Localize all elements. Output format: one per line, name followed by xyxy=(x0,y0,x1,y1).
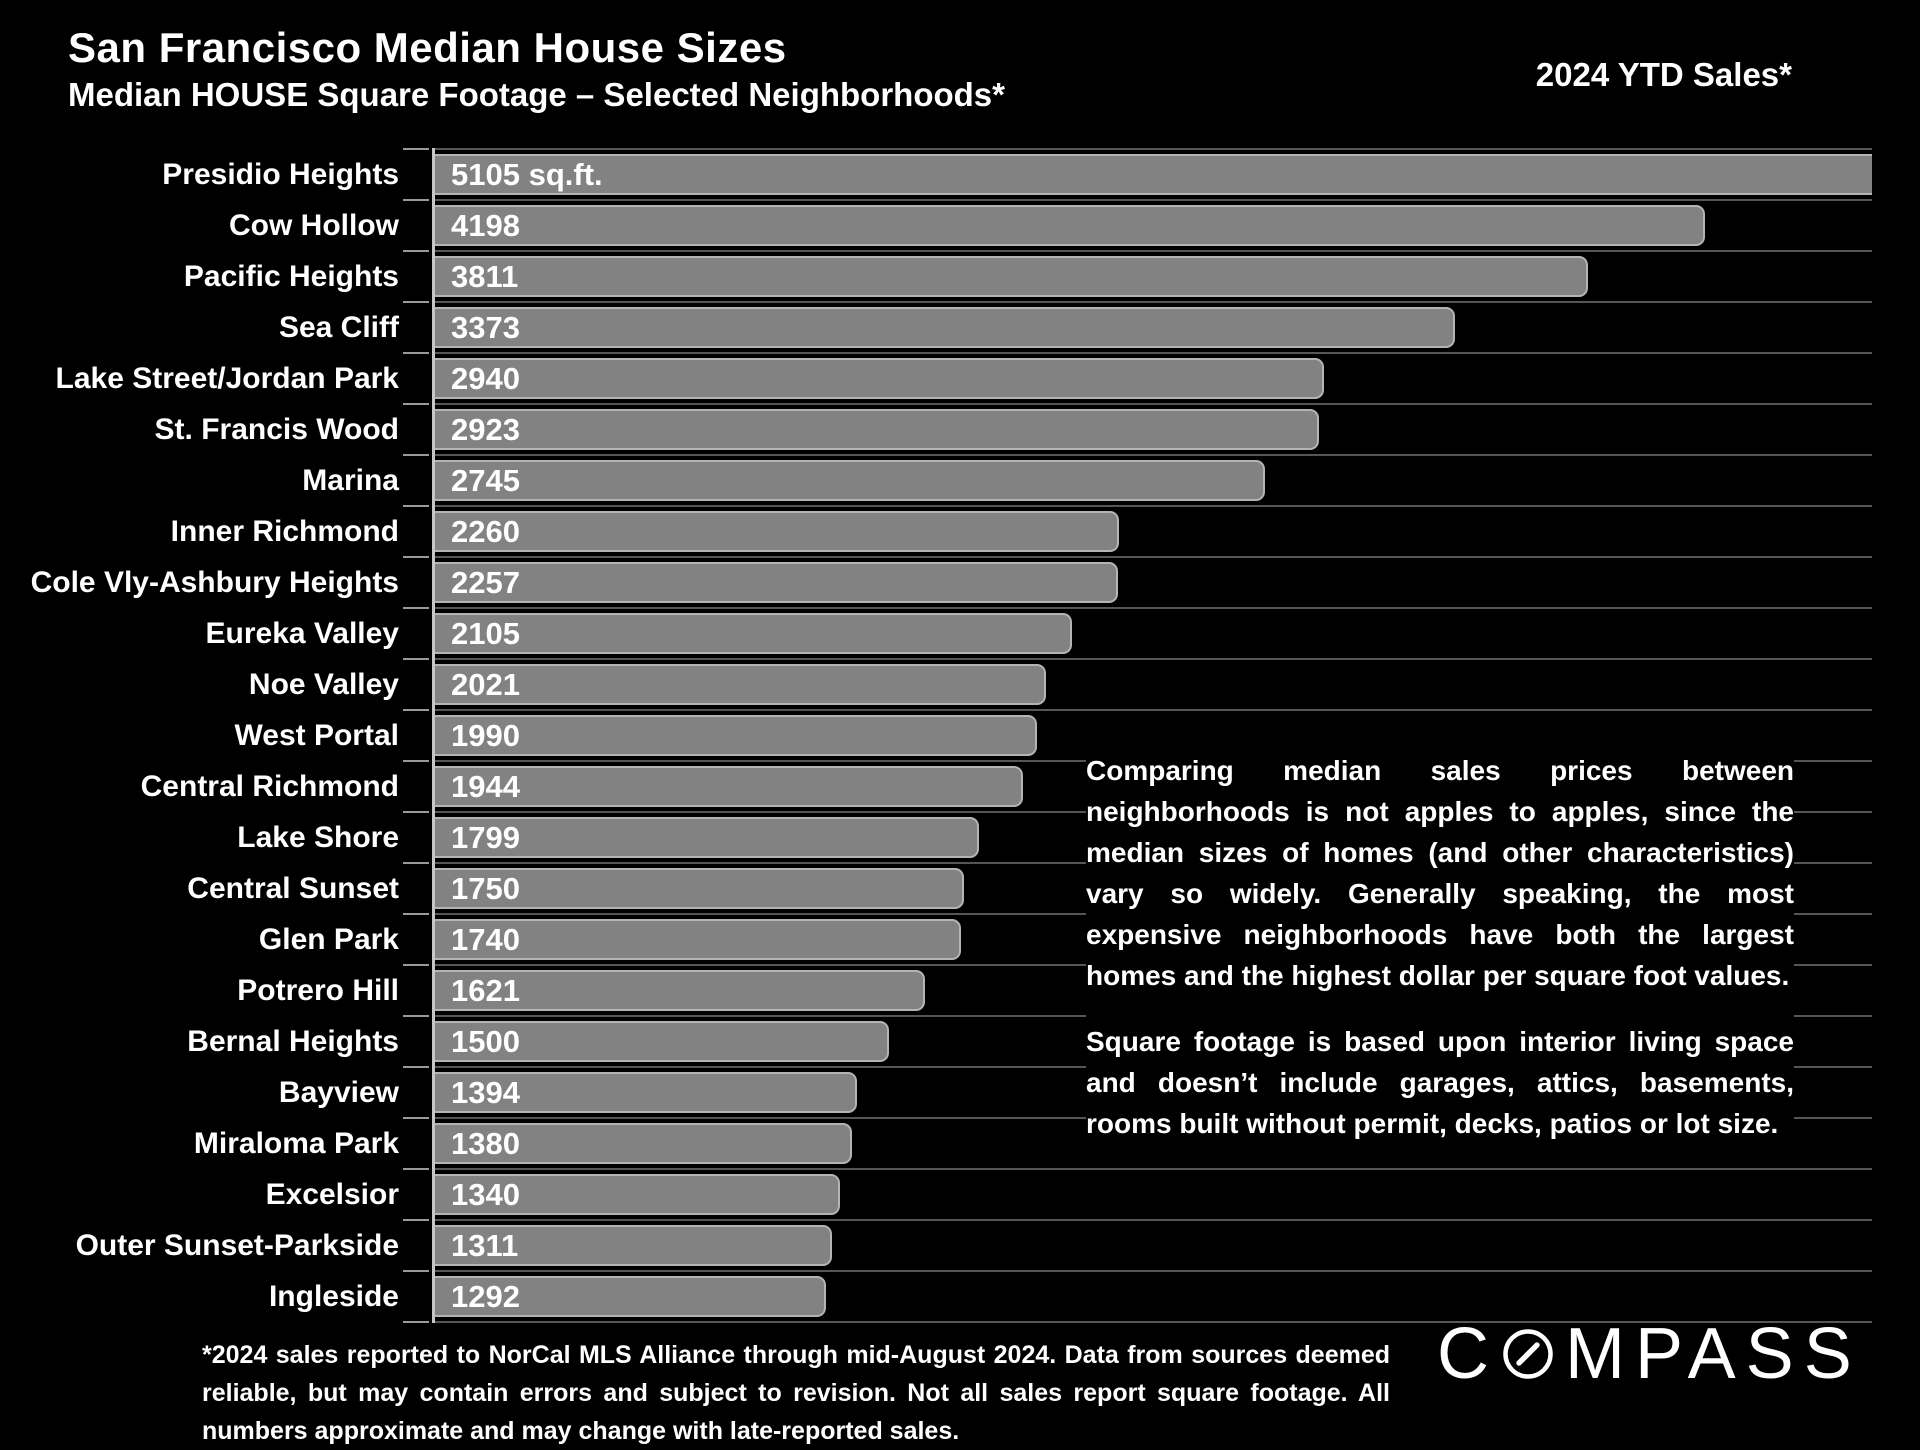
category-label: Miraloma Park xyxy=(193,1126,399,1160)
category-label: Ingleside xyxy=(268,1279,399,1313)
bar-chart: Presidio Heights 5105 sq.ft. Cow Hollow 419… xyxy=(31,148,1872,1323)
bar: 1944 xyxy=(435,766,1024,807)
category-label: Glen Park xyxy=(258,922,399,956)
category-label: Cow Hollow xyxy=(229,208,399,242)
category-label: Central Richmond xyxy=(140,769,399,803)
category-label: Pacific Heights xyxy=(183,259,399,293)
compass-o-icon xyxy=(1503,1329,1553,1379)
bar: 1394 xyxy=(435,1072,857,1113)
bar: 2260 xyxy=(435,511,1119,552)
chart-row: Noe Valley 2021 xyxy=(249,658,1872,709)
category-label: Bayview xyxy=(278,1075,399,1109)
bar: 1292 xyxy=(435,1276,826,1317)
bar-value-label: 2257 xyxy=(451,564,520,600)
period-label: 2024 YTD Sales* xyxy=(1535,56,1792,93)
chart-row: Cow Hollow 4198 xyxy=(229,199,1872,250)
bar: 4198 xyxy=(435,205,1705,246)
logo-letters-mpass: MPASS xyxy=(1565,1314,1862,1394)
bar: 2257 xyxy=(435,562,1118,603)
chart-row: Central Richmond 1944 xyxy=(141,760,1872,811)
bar: 2105 xyxy=(435,613,1072,654)
bar: 1500 xyxy=(435,1021,889,1062)
bar-value-label: 2923 xyxy=(451,411,520,447)
chart-row: Marina 2745 xyxy=(302,454,1872,505)
commentary-paragraph-1: Comparing median sales prices between ne… xyxy=(1086,755,1794,991)
chart-row: Lake Street/Jordan Park 2940 xyxy=(56,352,1872,403)
bar: 3373 xyxy=(435,307,1456,348)
bar: 1990 xyxy=(435,715,1038,756)
bar-value-label: 1340 xyxy=(451,1176,520,1212)
compass-logo: C MPASS xyxy=(1437,1314,1862,1394)
bar-value-label: 1799 xyxy=(451,819,520,855)
chart-row: St. Francis Wood 2923 xyxy=(155,403,1872,454)
bar: 1380 xyxy=(435,1123,853,1164)
bar-value-label: 5105 sq.ft. xyxy=(451,156,603,192)
bar-value-label: 1500 xyxy=(451,1023,520,1059)
category-label: Inner Richmond xyxy=(170,514,399,548)
page-subtitle: Median HOUSE Square Footage – Selected N… xyxy=(68,76,1005,113)
chart-row: Sea Cliff 3373 xyxy=(279,301,1872,352)
chart-row: Eureka Valley 2105 xyxy=(206,607,1872,658)
chart-row: Cole Vly-Ashbury Heights 2257 xyxy=(31,556,1872,607)
category-label: Cole Vly-Ashbury Heights xyxy=(30,565,399,599)
bar-value-label: 1380 xyxy=(451,1125,520,1161)
category-label: Eureka Valley xyxy=(205,616,399,650)
bar-value-label: 2021 xyxy=(451,666,520,702)
bar-value-label: 1621 xyxy=(451,972,520,1008)
chart-row: West Portal 1990 xyxy=(235,709,1872,760)
commentary-box: Comparing median sales prices between ne… xyxy=(1086,750,1794,1144)
category-label: Presidio Heights xyxy=(162,157,399,191)
page-title: San Francisco Median House Sizes xyxy=(68,24,787,71)
bar-value-label: 2745 xyxy=(451,462,520,498)
logo-letter-c: C xyxy=(1437,1314,1499,1394)
category-label: Central Sunset xyxy=(187,871,399,905)
bar: 2940 xyxy=(435,358,1325,399)
commentary-paragraph-2: Square footage is based upon interior li… xyxy=(1086,1026,1794,1139)
bar-value-label: 1944 xyxy=(451,768,520,804)
bar: 3811 xyxy=(435,256,1588,297)
bar-value-label: 1750 xyxy=(451,870,520,906)
bar-value-label: 1292 xyxy=(451,1278,520,1314)
bar: 1340 xyxy=(435,1174,841,1215)
category-label: Marina xyxy=(302,463,399,497)
bar-value-label: 2260 xyxy=(451,513,520,549)
chart-row: Inner Richmond 2260 xyxy=(171,505,1872,556)
bar: 1799 xyxy=(435,817,980,858)
bar-rows: Presidio Heights 5105 sq.ft. Cow Hollow 419… xyxy=(31,148,1872,1321)
bar-value-label: 3811 xyxy=(451,258,519,294)
category-label: St. Francis Wood xyxy=(154,412,399,446)
category-label: Lake Street/Jordan Park xyxy=(55,361,400,395)
chart-row: Outer Sunset-Parkside 1311 xyxy=(76,1219,1872,1270)
bar: 1311 xyxy=(435,1225,832,1266)
bar-value-label: 1311 xyxy=(451,1227,519,1263)
bar: 2021 xyxy=(435,664,1047,705)
bar-value-label: 2940 xyxy=(451,360,520,396)
category-label: Lake Shore xyxy=(237,820,399,854)
bar: 1621 xyxy=(435,970,926,1011)
bar-value-label: 1394 xyxy=(451,1074,520,1110)
chart-row: Pacific Heights 3811 xyxy=(184,250,1872,301)
category-label: Excelsior xyxy=(265,1177,399,1211)
category-label: West Portal xyxy=(234,718,400,752)
chart-row: Presidio Heights 5105 sq.ft. xyxy=(162,148,1872,199)
bar-value-label: 3373 xyxy=(451,309,520,345)
bar-value-label: 1990 xyxy=(451,717,520,753)
chart-row: Ingleside 1292 xyxy=(269,1270,1872,1321)
chart-row: Excelsior 1340 xyxy=(266,1168,1872,1219)
category-label: Potrero Hill xyxy=(237,973,399,1007)
category-label: Bernal Heights xyxy=(187,1024,399,1058)
category-label: Sea Cliff xyxy=(278,310,399,344)
category-label: Outer Sunset-Parkside xyxy=(75,1228,399,1262)
category-label: Noe Valley xyxy=(248,667,399,701)
bar: 2923 xyxy=(435,409,1320,450)
bar: 2745 xyxy=(435,460,1266,501)
bar: 1750 xyxy=(435,868,965,909)
chart-row: Miraloma Park 1380 xyxy=(194,1117,1872,1168)
bar: 5105 sq.ft. xyxy=(435,154,1872,195)
footnote: *2024 sales reported to NorCal MLS Allia… xyxy=(202,1341,1390,1445)
bar-value-label: 2105 xyxy=(451,615,520,651)
bar-value-label: 1740 xyxy=(451,921,520,957)
bar: 1740 xyxy=(435,919,962,960)
bar-value-label: 4198 xyxy=(451,207,520,243)
